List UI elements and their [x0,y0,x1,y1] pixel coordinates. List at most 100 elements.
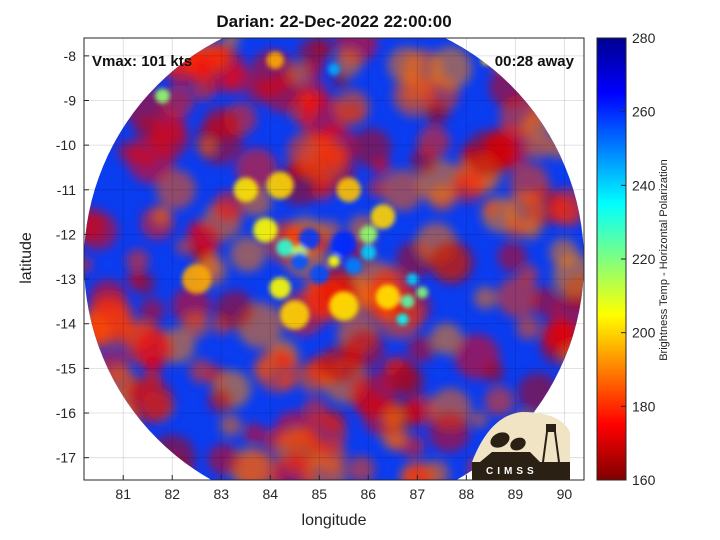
colorbar-tick-label: 200 [632,325,656,341]
y-tick-label: -8 [64,48,77,64]
swath-texture-cell [430,322,463,355]
colorbar-ticks: 160 180 200 220 240 260 280 [621,30,656,488]
tower-leg-2 [554,431,560,463]
swath-texture-cell [305,413,347,455]
swath-texture-cell [199,138,216,155]
swath-texture-cell [299,94,346,141]
swath-texture-cell [516,315,541,340]
swath-texture-cell [484,386,514,416]
swath-texture-cell [367,178,387,198]
swath-texture-cell [428,411,470,453]
y-tick-label: -10 [56,137,76,153]
colorbar-tick-label: 160 [632,472,656,488]
swath-texture-cell [126,270,145,289]
storm-features [155,51,491,330]
storm-feature [331,231,357,256]
storm-feature [266,171,294,199]
swath-texture-cell [126,249,150,273]
storm-feature [233,177,259,203]
storm-feature [280,300,310,330]
swath-texture-cell [372,158,391,177]
storm-feature [290,252,309,270]
swath-texture-cell [393,365,425,397]
swath-texture-cell [243,422,265,445]
swath-texture-cell [253,358,275,380]
y-tick-label: -13 [56,271,76,287]
swath-texture-cell [429,46,473,90]
swath-texture-cell [352,128,392,168]
microwave-swath [84,38,584,480]
swath-texture-cell [118,140,141,164]
storm-feature [266,51,285,70]
swath-texture-cell [272,453,315,480]
x-tick-label: 86 [361,486,377,502]
x-axis-ticks: 81 82 83 84 85 86 87 88 89 90 [115,475,572,502]
swath-texture-cell [497,242,527,272]
storm-feature [328,63,340,76]
storm-feature [329,291,359,321]
y-tick-label: -16 [56,405,76,421]
swath-texture-cell [189,359,214,384]
swath-texture-cell [430,240,475,285]
cimss-logo [472,412,570,480]
swath-texture-cell [519,265,539,284]
colorbar-tick-label: 220 [632,251,656,267]
swath-texture-cell [417,125,450,159]
x-tick-label: 88 [459,486,475,502]
swath-texture-cell [219,414,242,437]
colorbar-tick-label: 180 [632,398,656,414]
x-tick-label: 81 [115,486,131,502]
y-tick-label: -12 [56,226,76,242]
axes-frame [83,37,585,481]
swath-texture [84,38,584,480]
colorbar-label: Brightness Temp - Horizontal Polarizatio… [658,159,670,361]
swath-texture-cell [236,450,280,480]
swath-texture-cell [207,443,240,476]
swath-texture-cell [334,49,362,77]
storm-feature [416,286,429,299]
logo-text: CIMSS [486,466,538,477]
y-tick-label: -11 [57,182,76,198]
swath-texture-cell [134,329,174,369]
colorbar-tick-label: 240 [632,177,656,193]
storm-feature [370,204,396,229]
swath-texture-cell [451,170,485,203]
swath-texture-cell [246,78,272,104]
swath-texture-cell [402,464,431,480]
swath-texture-cell [150,120,189,159]
storm-feature [182,264,212,294]
storm-feature [336,177,362,203]
swath-texture-cell [407,335,435,363]
swath-texture-cell [311,179,334,201]
swath-texture-cell [320,344,360,384]
logo-band [472,462,570,480]
swath-texture-cell [483,362,505,383]
swath-texture-cell [209,44,231,67]
swath-texture-cell [142,355,163,376]
swath-texture-cell [424,101,449,126]
colorbar-tick-label: 280 [632,30,656,46]
y-tick-label: -14 [56,316,76,332]
logo-ground [480,452,540,462]
swath-texture-cell [156,169,196,210]
y-tick-label: -17 [56,450,76,466]
storm-feature [359,225,378,244]
swath-texture-cell [182,311,209,339]
storm-feature [309,264,330,285]
swath-texture-cell [127,377,173,423]
swath-texture-cell [381,169,424,212]
swath-texture-cell [526,135,551,160]
swath-texture-cell [387,46,424,83]
storm-feature [396,313,409,326]
x-tick-label: 89 [508,486,524,502]
x-tick-label: 85 [312,486,328,502]
x-tick-label: 82 [164,486,180,502]
storm-feature [375,284,401,310]
swath-texture-cell [504,191,545,232]
satellite-dish-icon-2 [510,437,526,451]
swath-texture-cell [304,60,324,79]
swath-texture-cell [274,352,292,369]
swath-texture-cell [298,363,329,394]
storm-feature [298,228,321,250]
